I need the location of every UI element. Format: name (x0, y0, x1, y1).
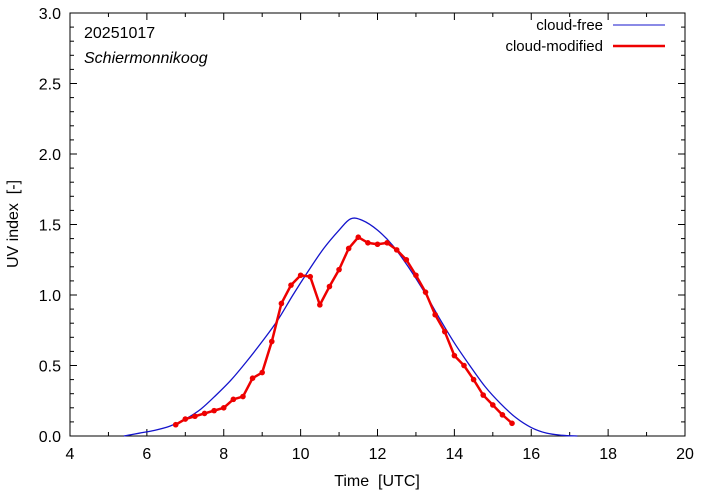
y-axis-title: UV index [-] (5, 180, 22, 268)
series-line-cloud-modified (175, 235, 513, 426)
series-line-cloud-free (123, 217, 578, 437)
y-tick-label: 3.0 (39, 6, 61, 23)
data-point-cloud-modified (201, 410, 208, 417)
x-axis-title: Time [UTC] (334, 473, 420, 490)
data-point-cloud-modified (509, 420, 515, 427)
data-point-cloud-modified (278, 300, 285, 307)
data-point-cloud-modified (288, 282, 294, 288)
data-point-cloud-modified (499, 412, 506, 418)
x-tick-label: 8 (219, 446, 228, 463)
series-layer (123, 217, 578, 437)
y-tick-label: 1.0 (39, 288, 61, 305)
data-point-cloud-modified (432, 311, 438, 318)
data-point-cloud-modified (441, 328, 448, 335)
axis-ticks (69, 12, 686, 437)
data-point-cloud-modified (451, 352, 458, 359)
x-tick-labels: 4 6 8 10 12 14 16 18 20 (66, 446, 694, 463)
data-point-cloud-modified (336, 266, 342, 273)
data-point-cloud-modified (345, 245, 352, 252)
legend-label-cloud-free: cloud-free (536, 17, 603, 34)
data-point-cloud-modified (172, 421, 179, 428)
data-point-cloud-modified (326, 283, 333, 290)
date-label: 20251017 (84, 25, 155, 42)
data-point-cloud-modified (268, 338, 275, 345)
data-point-cloud-modified (211, 407, 217, 414)
y-tick-label: 2.0 (39, 147, 61, 164)
y-tick-label: 0.0 (39, 429, 61, 446)
x-tick-label: 16 (522, 446, 540, 463)
data-point-cloud-modified (182, 416, 189, 422)
data-point-cloud-modified (384, 240, 390, 246)
y-tick-labels: 0.0 0.5 1.0 1.5 2.0 2.5 3.0 (39, 6, 61, 446)
data-point-cloud-modified (374, 241, 381, 248)
data-point-cloud-modified (240, 393, 246, 400)
y-tick-label: 2.5 (39, 77, 61, 94)
data-point-cloud-modified (413, 272, 419, 279)
station-label: Schiermonnikoog (84, 50, 208, 67)
x-tick-label: 12 (369, 446, 387, 463)
data-point-cloud-modified (480, 392, 487, 398)
y-tick-label: 0.5 (39, 359, 61, 376)
y-tick-label: 1.5 (39, 218, 61, 235)
data-point-cloud-modified (259, 369, 265, 376)
data-point-cloud-modified (365, 240, 371, 246)
x-tick-label: 18 (599, 446, 617, 463)
data-point-cloud-modified (461, 362, 467, 369)
data-point-cloud-modified (192, 413, 198, 420)
x-tick-label: 6 (142, 446, 151, 463)
data-point-cloud-modified (393, 247, 400, 253)
data-point-cloud-modified (230, 396, 237, 403)
data-point-cloud-modified (297, 272, 304, 279)
legend-label-cloud-modified: cloud-modified (505, 38, 603, 55)
data-point-cloud-modified (249, 375, 256, 381)
x-tick-label: 14 (445, 446, 463, 463)
x-tick-label: 10 (292, 446, 310, 463)
x-tick-label: 20 (676, 446, 694, 463)
data-point-cloud-modified (317, 302, 323, 308)
data-point-cloud-modified (220, 405, 227, 411)
legend: cloud-free cloud-modified (505, 17, 665, 55)
data-point-cloud-modified (403, 256, 410, 263)
data-point-cloud-modified (355, 234, 362, 240)
data-point-cloud-modified (422, 289, 429, 295)
data-point-cloud-modified (490, 402, 496, 408)
x-tick-label: 4 (66, 446, 75, 463)
data-point-cloud-modified (307, 273, 314, 280)
data-point-cloud-modified (470, 376, 477, 383)
plot-frame (69, 12, 686, 437)
